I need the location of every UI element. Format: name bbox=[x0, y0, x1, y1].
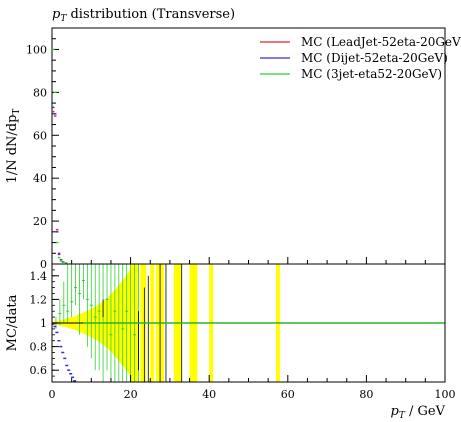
ratio-content bbox=[52, 264, 445, 382]
chart-title: pT distribution (Transverse) bbox=[52, 7, 235, 24]
title-sub: T bbox=[60, 14, 67, 24]
xlabel-p: p bbox=[391, 404, 400, 419]
main-ylabel-sub: T bbox=[12, 109, 22, 115]
x-tick-label: 40 bbox=[202, 388, 216, 401]
x-ticks: 0 20 40 60 80 100 bbox=[49, 257, 456, 401]
xlabel-rest: / GeV bbox=[405, 404, 446, 419]
legend-label: MC (Dijet-52eta-20GeV) bbox=[301, 51, 448, 65]
x-tick-label: 20 bbox=[124, 388, 138, 401]
y-tick-label: 0 bbox=[40, 258, 47, 271]
main-panel: 0 20 40 60 80 100 bbox=[26, 27, 446, 271]
main-ylabel: 1/N dN/dpT bbox=[5, 109, 22, 184]
ratio-y-tick-label: 0.6 bbox=[30, 364, 48, 377]
ratio-y-tick-label: 1.4 bbox=[30, 270, 48, 283]
legend-label: MC (LeadJet-52eta-20GeV) bbox=[301, 35, 461, 49]
main-series bbox=[51, 48, 68, 264]
legend: MC (LeadJet-52eta-20GeV) MC (Dijet-52eta-… bbox=[260, 35, 461, 81]
ratio-ylabel: MC/data bbox=[5, 294, 20, 351]
x-tick-label: 80 bbox=[359, 388, 373, 401]
title-p: p bbox=[52, 7, 61, 22]
x-tick-label: 0 bbox=[49, 388, 56, 401]
ratio-y-ticks: 0.6 0.8 1 1.2 1.4 bbox=[30, 269, 59, 383]
ratio-y-tick-label: 0.8 bbox=[30, 341, 48, 354]
ratio-panel: 0.6 0.8 1 1.2 1.4 0 20 40 60 80 100 bbox=[30, 257, 456, 401]
ratio-y-tick-label: 1 bbox=[40, 317, 47, 330]
title-rest: distribution (Transverse) bbox=[66, 7, 235, 22]
x-axis-label: pT / GeV bbox=[391, 404, 446, 421]
legend-label: MC (3jet-eta52-20GeV) bbox=[301, 67, 442, 81]
y-tick-label: 100 bbox=[26, 43, 47, 56]
y-tick-label: 40 bbox=[33, 172, 47, 185]
xlabel-sub: T bbox=[399, 411, 406, 421]
x-tick-label: 100 bbox=[435, 388, 456, 401]
y-tick-label: 80 bbox=[33, 86, 47, 99]
main-ylabel-text: 1/N dN/dp bbox=[5, 115, 20, 184]
ratio-y-tick-label: 1.2 bbox=[30, 293, 48, 306]
y-tick-label: 60 bbox=[33, 129, 47, 142]
x-tick-label: 60 bbox=[281, 388, 295, 401]
main-y-ticks: 0 20 40 60 80 100 bbox=[26, 27, 59, 271]
y-tick-label: 20 bbox=[33, 215, 47, 228]
ratio-clipped bbox=[52, 264, 445, 382]
